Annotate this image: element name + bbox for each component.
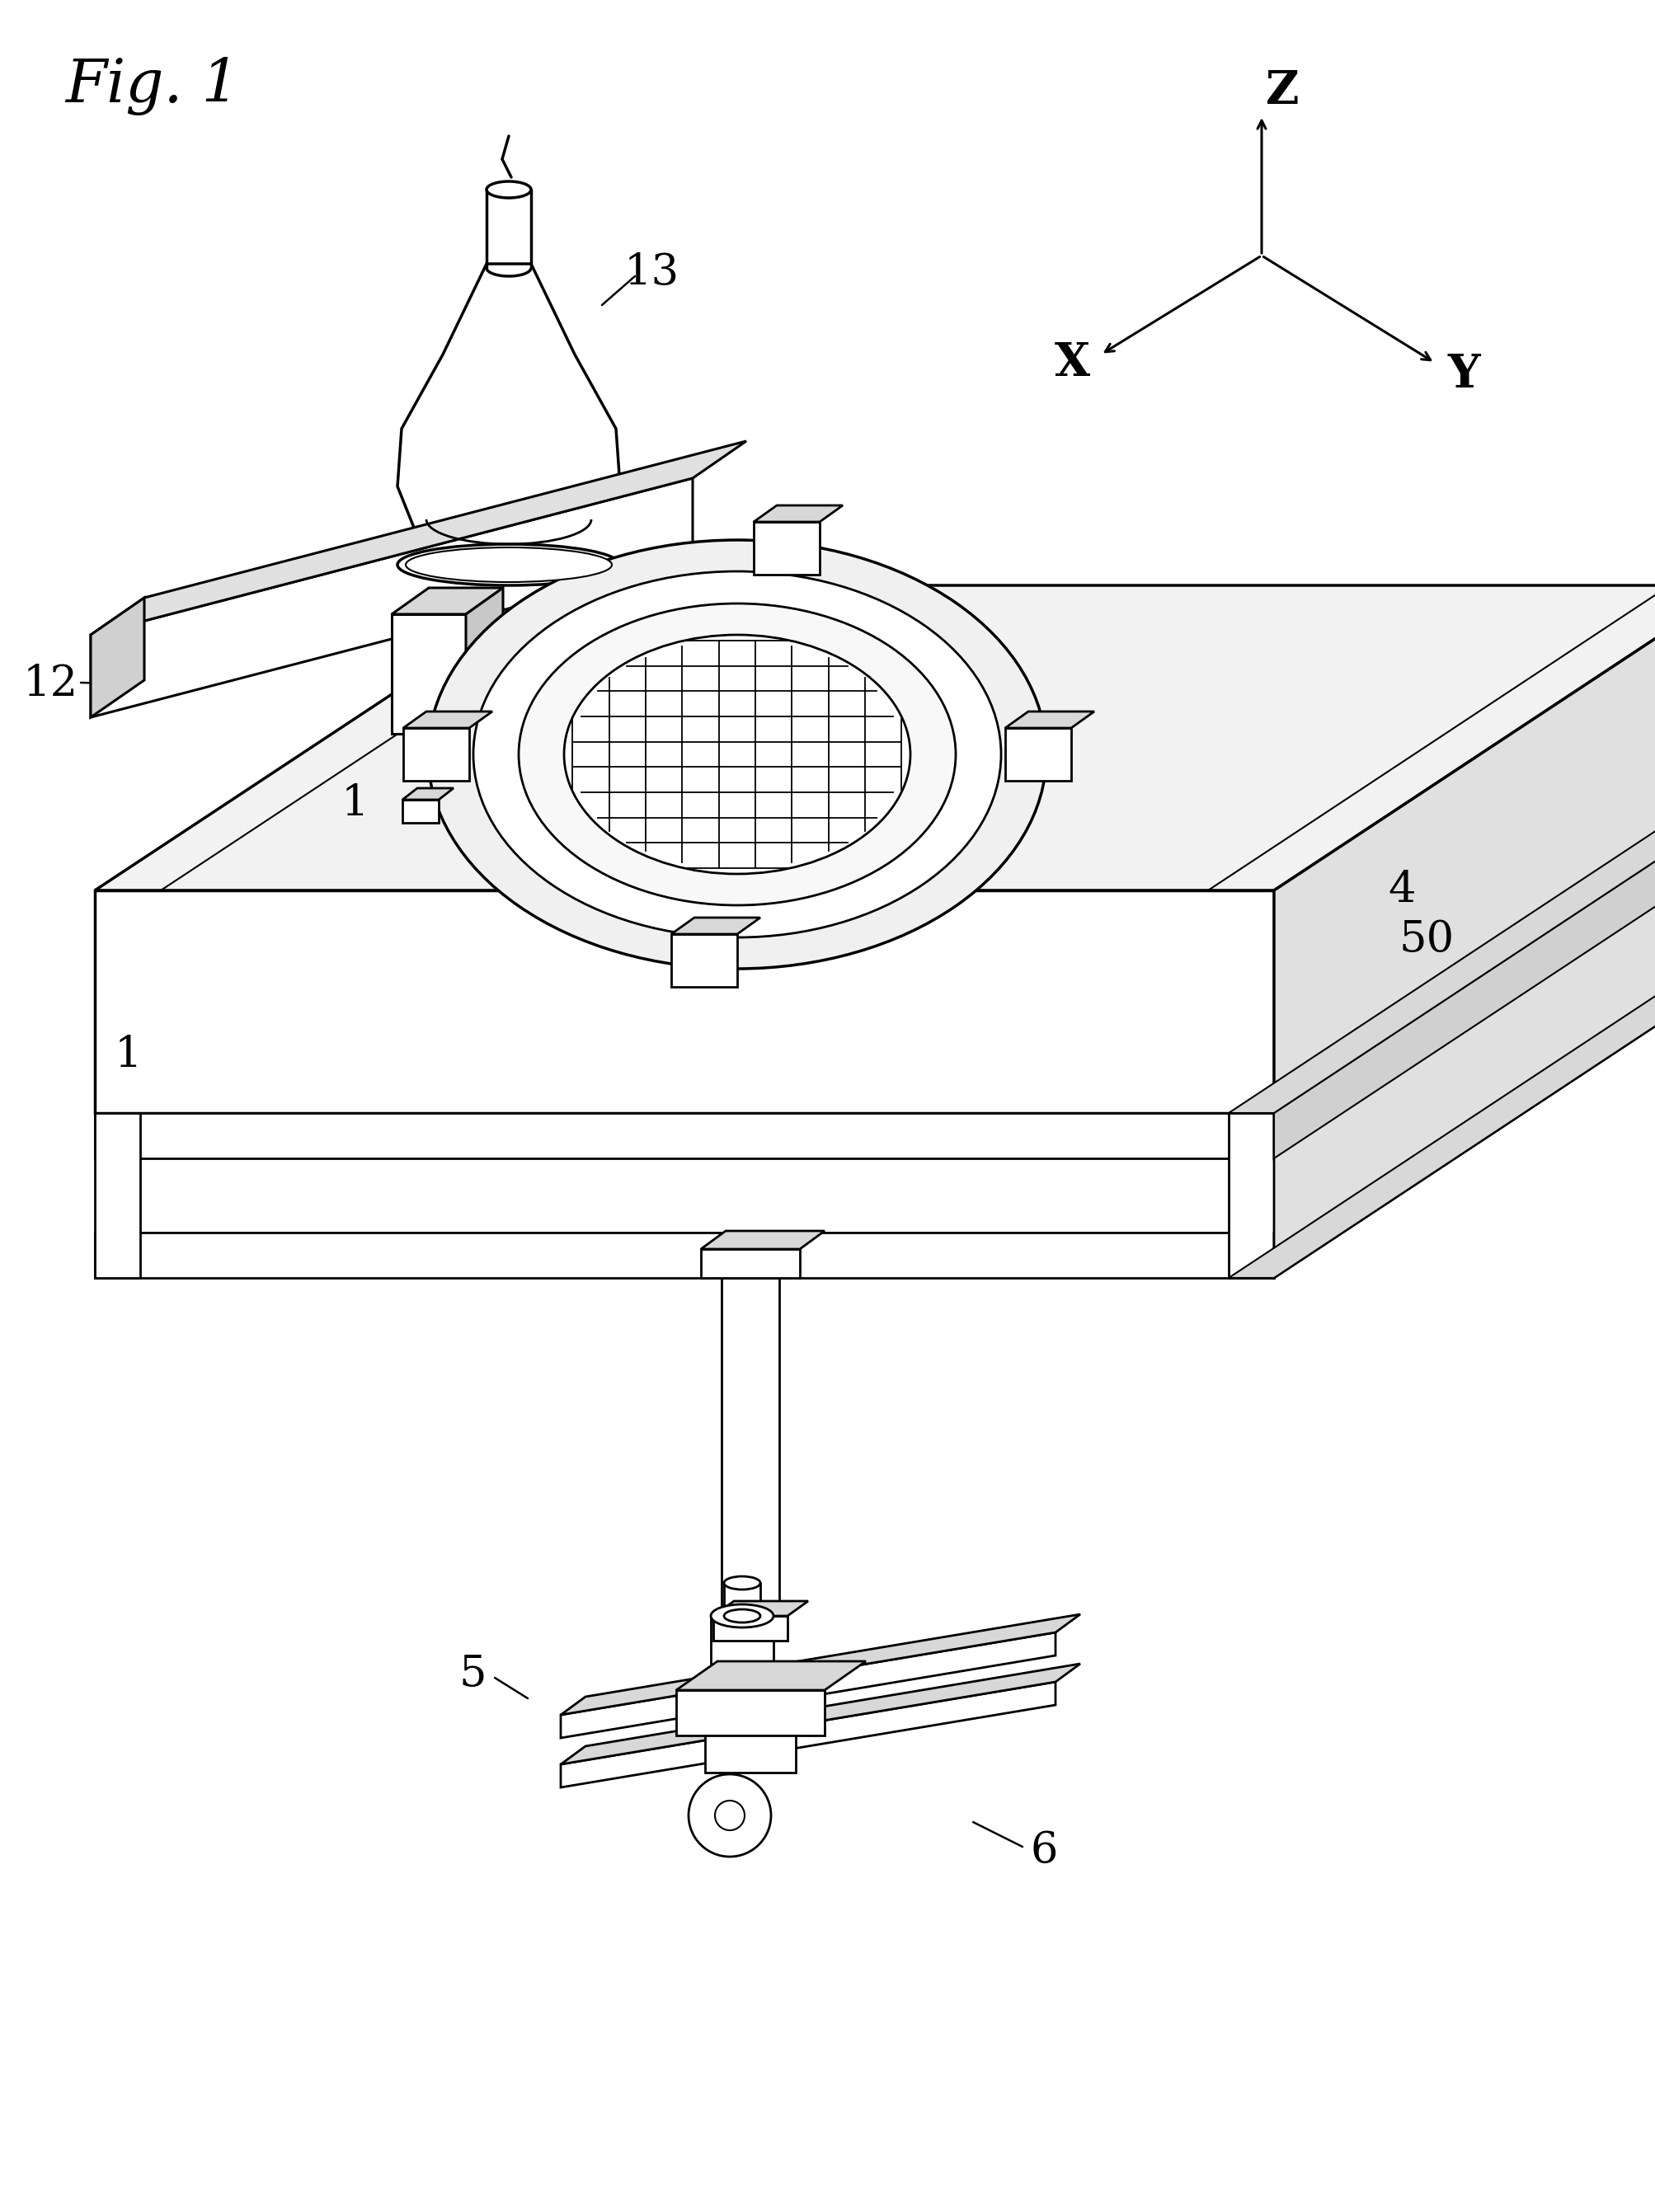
Ellipse shape — [518, 604, 955, 905]
Polygon shape — [1005, 712, 1094, 728]
Polygon shape — [713, 1617, 788, 1641]
Ellipse shape — [405, 546, 612, 582]
Text: 1: 1 — [377, 794, 405, 836]
Polygon shape — [753, 504, 842, 522]
Text: 2: 2 — [551, 779, 578, 821]
Polygon shape — [670, 918, 760, 933]
Text: 5: 5 — [458, 1652, 487, 1694]
Circle shape — [688, 1774, 771, 1856]
Polygon shape — [1273, 807, 1655, 1159]
Ellipse shape — [397, 544, 621, 586]
Polygon shape — [490, 659, 622, 750]
Polygon shape — [1228, 807, 1655, 1113]
Polygon shape — [713, 1601, 808, 1617]
Polygon shape — [1273, 807, 1655, 1159]
Polygon shape — [700, 1250, 799, 1279]
Ellipse shape — [710, 1604, 773, 1628]
Polygon shape — [392, 588, 503, 615]
Polygon shape — [402, 801, 439, 823]
Polygon shape — [561, 1632, 1054, 1739]
Polygon shape — [1273, 807, 1655, 1279]
Ellipse shape — [564, 635, 910, 874]
Polygon shape — [402, 787, 453, 801]
Text: 6: 6 — [1031, 1829, 1058, 1871]
Polygon shape — [1273, 927, 1655, 1279]
Polygon shape — [94, 1113, 1273, 1159]
Text: 10: 10 — [578, 606, 632, 648]
Polygon shape — [700, 1230, 824, 1250]
Polygon shape — [1273, 586, 1655, 1113]
Text: 12: 12 — [23, 664, 78, 706]
Polygon shape — [91, 597, 144, 717]
Text: 4: 4 — [1387, 869, 1415, 911]
Polygon shape — [705, 1736, 796, 1772]
Polygon shape — [675, 1661, 866, 1690]
Polygon shape — [1228, 973, 1655, 1279]
Text: Y: Y — [1446, 352, 1480, 398]
Text: 1: 1 — [341, 783, 369, 825]
Polygon shape — [675, 1690, 824, 1736]
Polygon shape — [397, 263, 621, 568]
Ellipse shape — [473, 571, 1001, 938]
Text: Fig. 1: Fig. 1 — [65, 58, 240, 115]
Polygon shape — [404, 728, 468, 781]
Polygon shape — [753, 522, 819, 575]
Ellipse shape — [487, 181, 531, 197]
Polygon shape — [670, 933, 736, 987]
Ellipse shape — [427, 540, 1046, 969]
Polygon shape — [561, 1615, 1079, 1714]
Polygon shape — [465, 588, 503, 734]
Polygon shape — [561, 1681, 1054, 1787]
Polygon shape — [561, 1663, 1079, 1765]
Polygon shape — [94, 586, 1655, 891]
Text: X: X — [1054, 341, 1089, 385]
Text: 50: 50 — [1398, 918, 1453, 960]
Ellipse shape — [723, 1577, 760, 1590]
Text: 1: 1 — [703, 832, 732, 874]
Polygon shape — [404, 712, 492, 728]
Polygon shape — [94, 1232, 1273, 1279]
Text: Z: Z — [1264, 69, 1298, 113]
Polygon shape — [1228, 1113, 1273, 1279]
Polygon shape — [94, 1113, 141, 1279]
Polygon shape — [91, 478, 692, 717]
Text: 11: 11 — [578, 730, 632, 772]
Text: 3: 3 — [950, 854, 978, 896]
Polygon shape — [94, 891, 1273, 1113]
Ellipse shape — [723, 1610, 760, 1624]
Text: 13: 13 — [624, 250, 679, 294]
Text: 1: 1 — [114, 1035, 142, 1077]
Polygon shape — [1005, 728, 1071, 781]
Polygon shape — [392, 615, 465, 734]
Polygon shape — [91, 440, 746, 635]
